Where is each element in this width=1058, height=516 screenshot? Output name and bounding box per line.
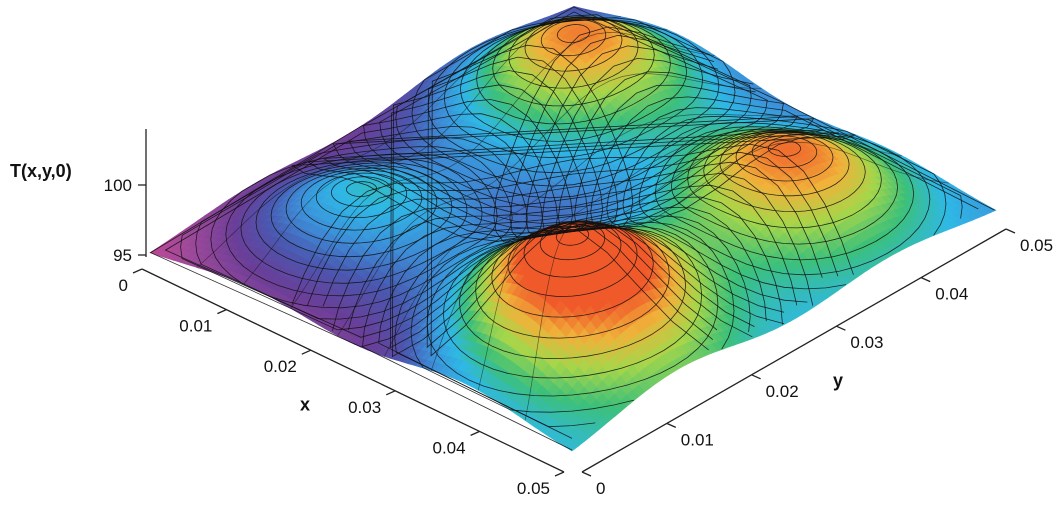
x-tick-label: 0.05: [517, 479, 550, 498]
x-tick-label: 0.01: [179, 317, 212, 336]
y-tick: [581, 471, 592, 477]
x-tick-label: 0: [119, 276, 128, 295]
x-tick-label: 0.03: [348, 398, 381, 417]
x-tick: [301, 349, 312, 355]
x-tick-label: 0.02: [264, 357, 297, 376]
x-tick: [132, 268, 143, 274]
x-tick: [554, 471, 565, 477]
x-tick: [385, 390, 396, 396]
x-tick-label: 0.04: [433, 438, 466, 457]
x-tick: [217, 309, 227, 315]
x-tick: [470, 430, 480, 436]
temperature-surface: [149, 5, 997, 452]
